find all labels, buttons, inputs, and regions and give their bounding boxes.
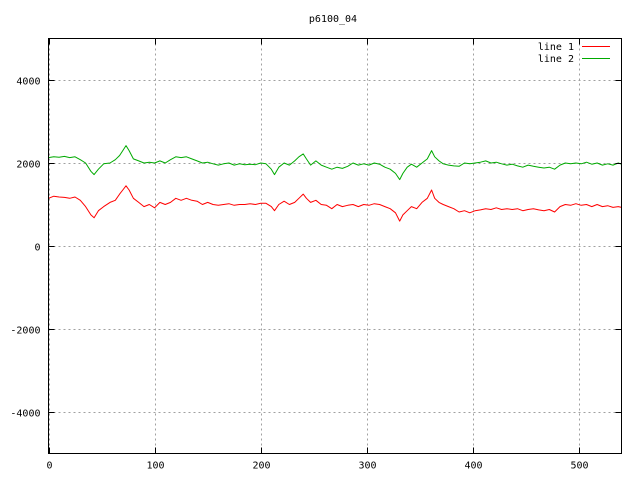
x-tick-label: 100 [146,461,164,472]
x-tick-label: 200 [252,461,270,472]
plot-frame [48,38,622,454]
y-tick-label: 4000 [16,77,40,88]
y-tick-label: 2000 [16,160,40,171]
axis-ticks: -4000 -2000 0 2000 4000 0 100 200 300 400 500 [10,38,622,472]
series-line-1 [48,185,622,222]
x-tick-label: 500 [570,461,588,472]
y-tick-label: -4000 [10,409,40,420]
x-tick-label: 300 [358,461,376,472]
legend-label-1: line 1 [538,42,574,53]
series-lines [48,145,622,222]
legend-label-2: line 2 [538,54,574,65]
y-tick-label: -2000 [10,326,40,337]
chart-title: p6100_04 [309,14,357,25]
y-tick-label: 0 [34,243,40,254]
x-tick-label: 400 [464,461,482,472]
x-tick-label: 0 [46,461,52,472]
grid-lines [48,38,622,454]
series-line-2 [48,145,622,181]
